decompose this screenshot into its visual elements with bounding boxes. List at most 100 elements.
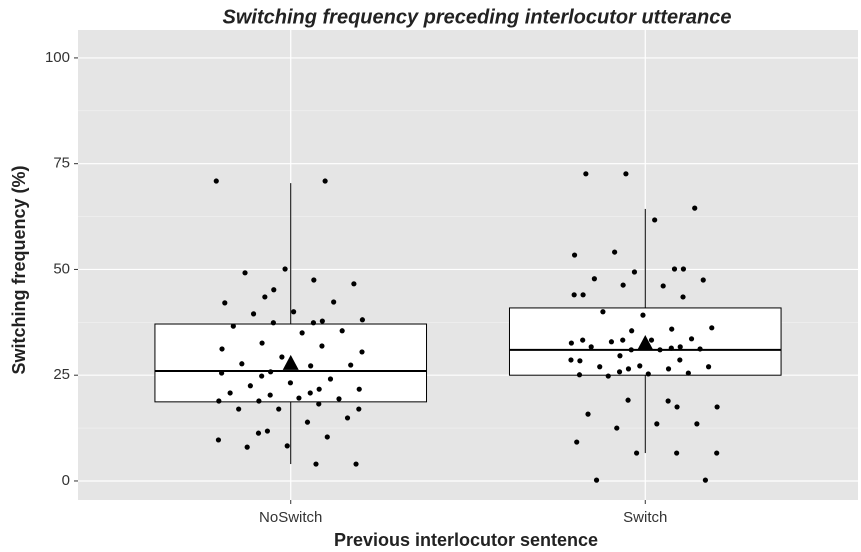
data-point [620, 282, 626, 288]
data-point [645, 371, 651, 377]
data-point [680, 294, 686, 300]
plot-panel [78, 30, 858, 500]
data-point [585, 411, 591, 417]
data-point [284, 443, 290, 449]
data-point [580, 292, 586, 298]
data-point [697, 346, 703, 352]
data-point [319, 343, 325, 349]
x-axis-label: Previous interlocutor sentence [334, 530, 598, 550]
data-point [255, 430, 262, 436]
data-point [597, 364, 603, 370]
data-point [580, 337, 586, 343]
y-tick-label: 75 [53, 155, 70, 172]
data-point [351, 281, 357, 287]
data-point [631, 269, 638, 275]
data-point [339, 328, 345, 334]
data-point [356, 386, 362, 392]
data-point [628, 347, 634, 353]
data-point [568, 340, 574, 346]
data-point [605, 373, 611, 379]
data-point [608, 339, 615, 345]
data-point [250, 311, 257, 317]
data-point [714, 450, 720, 456]
data-point [583, 171, 589, 177]
data-point [271, 287, 277, 293]
data-point [322, 178, 328, 184]
data-point [714, 404, 720, 410]
data-point [669, 326, 675, 332]
x-tick-label: Switch [623, 509, 667, 526]
data-point [571, 292, 577, 298]
data-point [637, 363, 643, 369]
data-point [620, 337, 626, 343]
data-point [709, 325, 715, 331]
data-point [313, 461, 319, 467]
data-point [276, 406, 282, 412]
data-point [660, 283, 666, 289]
data-point [219, 346, 225, 352]
data-point [279, 354, 285, 360]
data-point [336, 396, 342, 402]
data-point [267, 369, 274, 375]
data-point [359, 317, 366, 323]
data-point [244, 444, 250, 450]
data-point [259, 373, 265, 379]
data-point [359, 349, 365, 355]
data-point [304, 419, 311, 425]
y-tick-label: 50 [53, 260, 70, 277]
data-point [227, 390, 233, 396]
data-point [242, 270, 248, 276]
data-point [674, 404, 680, 410]
y-tick-label: 0 [62, 472, 70, 489]
data-point [576, 372, 583, 378]
data-point [623, 171, 629, 177]
data-point [692, 205, 698, 211]
data-point [600, 309, 606, 315]
data-point [327, 376, 334, 382]
mean-marker [282, 354, 299, 370]
data-point [625, 366, 632, 372]
data-point [629, 328, 635, 334]
data-point [577, 358, 583, 364]
data-point [282, 266, 288, 272]
x-tick-label: NoSwitch [259, 509, 322, 526]
data-point [291, 309, 297, 315]
data-point [652, 217, 658, 223]
data-point [593, 477, 600, 483]
data-point [219, 370, 225, 376]
y-tick-label: 100 [45, 49, 70, 66]
mean-marker [637, 335, 654, 351]
data-point [307, 390, 313, 396]
data-point [614, 425, 620, 431]
data-point [299, 330, 305, 336]
data-point [319, 318, 325, 324]
data-point [674, 450, 680, 456]
data-point [591, 276, 597, 282]
data-point [267, 392, 273, 398]
data-point [236, 406, 242, 412]
data-point [230, 323, 236, 329]
data-point [287, 380, 294, 386]
data-point [571, 252, 578, 258]
data-point [625, 397, 631, 403]
data-point [316, 386, 322, 392]
data-point [215, 437, 222, 443]
data-point [344, 415, 351, 421]
data-point [353, 461, 359, 467]
data-point [262, 294, 268, 300]
y-axis-label: Switching frequency (%) [9, 165, 29, 374]
data-point [222, 300, 228, 306]
data-point [677, 357, 683, 363]
data-point [702, 477, 709, 483]
data-point [612, 249, 618, 255]
data-point [654, 421, 660, 427]
data-point [264, 428, 271, 434]
data-point [665, 398, 671, 404]
data-point [568, 357, 574, 363]
data-point [665, 366, 672, 372]
data-point [616, 369, 623, 375]
data-point [356, 406, 362, 412]
data-point [680, 266, 687, 272]
data-point [296, 395, 302, 401]
